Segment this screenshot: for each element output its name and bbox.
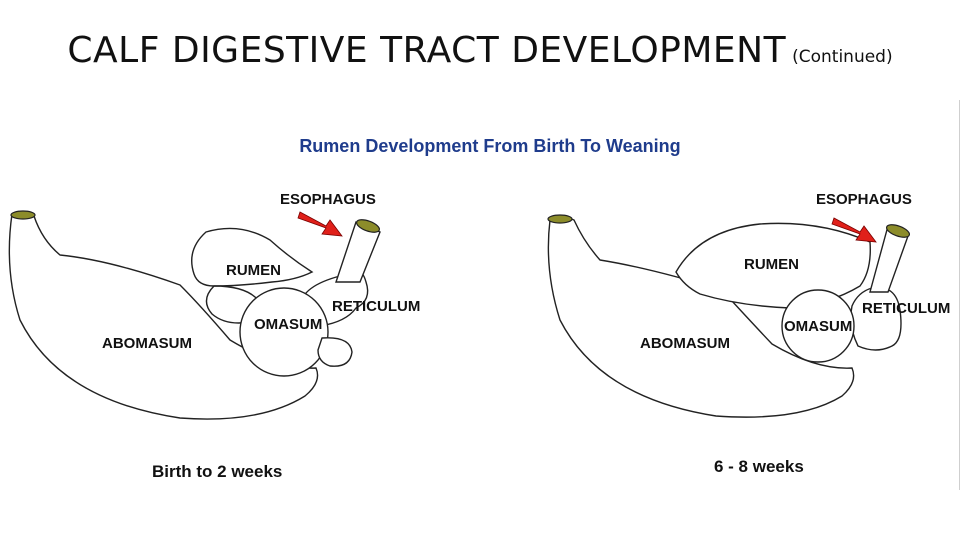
right-reticulum-shape [850, 286, 902, 351]
stomach-diagrams: ESOPHAGUS RUMEN RETICULUM OMASUM ABOMASU… [8, 191, 950, 481]
slide-title: CALF DIGESTIVE TRACT DEVELOPMENT (Continu… [0, 30, 960, 71]
right-label-rumen: RUMEN [744, 256, 799, 273]
right-abomasum-opening [547, 214, 573, 224]
right-caption: 6 - 8 weeks [714, 457, 804, 476]
right-label-esophagus: ESOPHAGUS [816, 191, 912, 208]
left-label-reticulum: RETICULUM [332, 298, 420, 315]
right-label-omasum: OMASUM [784, 318, 852, 335]
left-esophagus-shape [335, 221, 381, 283]
left-abomasum-shape [8, 211, 319, 420]
left-label-rumen: RUMEN [226, 262, 281, 279]
left-label-abomasum: ABOMASUM [102, 335, 192, 352]
left-reticulum-pouch [317, 337, 353, 367]
left-arrow-icon [297, 211, 343, 237]
right-omasum-shape [781, 289, 855, 363]
right-abomasum-shape [547, 216, 855, 418]
slide-title-main: CALF DIGESTIVE TRACT DEVELOPMENT [67, 30, 787, 71]
left-rumen-shape [191, 227, 314, 287]
slide-title-subtitle: (Continued) [792, 47, 893, 67]
left-esophagus-opening [355, 219, 381, 233]
figure-heading: Rumen Development From Birth To Weaning [299, 136, 681, 156]
left-stomach-diagram [8, 210, 381, 420]
left-label-esophagus: ESOPHAGUS [280, 191, 376, 208]
left-label-omasum: OMASUM [254, 316, 322, 333]
left-abomasum-opening [10, 210, 36, 220]
right-esophagus-opening [885, 224, 911, 238]
rumen-development-figure: Rumen Development From Birth To Weaning … [0, 100, 960, 490]
left-omasum-shape [239, 287, 329, 377]
left-caption: Birth to 2 weeks [152, 462, 282, 481]
right-stomach-diagram [547, 214, 911, 418]
right-label-reticulum: RETICULUM [862, 300, 950, 317]
right-label-abomasum: ABOMASUM [640, 335, 730, 352]
right-arrow-icon [831, 217, 877, 243]
right-rumen-shape [675, 222, 871, 309]
